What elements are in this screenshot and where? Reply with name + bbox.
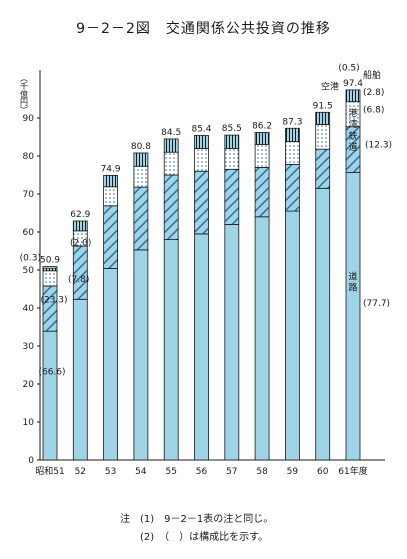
bar-segment-road — [72, 298, 88, 461]
total-data-label: 87.3 — [282, 117, 302, 127]
x-tick-label: 昭和51 — [35, 466, 64, 477]
bar-segment-port — [315, 124, 331, 150]
y-tick-label: 70 — [23, 190, 35, 200]
x-tick-label: 58 — [256, 467, 268, 477]
label-road: 道路 — [348, 271, 357, 294]
y-tick-label: 50 — [23, 266, 35, 276]
bar-segment-airport — [254, 132, 270, 146]
bar-segment-airport — [72, 220, 88, 232]
bar-segment-road — [103, 268, 118, 461]
bar-segment-road — [315, 187, 331, 461]
bar-segment-airport — [315, 111, 331, 125]
bar-segment-road — [42, 330, 58, 461]
total-data-label: 80.8 — [131, 142, 151, 152]
label-rail: 鉄道 — [348, 130, 357, 153]
bar-segment-airport — [194, 135, 209, 149]
bar-segment-rail — [254, 166, 270, 218]
x-tick-label: 52 — [75, 467, 86, 477]
bar-segment-airport — [284, 127, 300, 142]
footnote-2: (2) （ ）は構成比を示す。 — [120, 532, 269, 543]
y-tick-label: 60 — [23, 228, 35, 238]
bar-segment-port — [42, 270, 58, 287]
x-tick-label: 55 — [165, 467, 176, 477]
x-tick-label: 57 — [226, 467, 237, 477]
y-tick-label: 40 — [23, 304, 35, 314]
annotation-last-port: (6.8) — [363, 105, 384, 115]
annotation-first-ship: (0.3) — [20, 254, 41, 264]
y-tick-label: 90 — [23, 114, 35, 124]
bar-segment-road — [194, 233, 209, 461]
bar-segment-road — [163, 239, 179, 461]
bar-segment-port — [103, 186, 118, 207]
bar-segment-rail — [103, 205, 118, 269]
annotation-first-rail: (23.3) — [40, 295, 67, 305]
bar-segment-airport — [133, 152, 149, 167]
label-airport: 空港 — [321, 81, 339, 93]
total-data-label: 97.4 — [343, 79, 363, 89]
footnote-1: 注 (1) 9－2－1表の注と同じ。 — [120, 514, 274, 525]
bar-segment-rail — [194, 170, 209, 235]
x-tick-label: 61年度 — [338, 465, 367, 477]
bar-segment-rail — [42, 285, 58, 332]
x-tick-label: 60 — [317, 467, 329, 477]
total-data-label: 91.5 — [313, 101, 333, 111]
bar-segment-rail — [133, 186, 149, 251]
y-tick-label: 80 — [23, 152, 35, 162]
annotation-first-airport: (2.0) — [70, 238, 91, 248]
label-port: 港湾 — [348, 107, 357, 130]
total-data-label: 50.9 — [40, 256, 60, 266]
bar-segment-port — [284, 141, 300, 165]
x-tick-label: 56 — [196, 467, 208, 477]
bar-segment-road — [224, 223, 240, 461]
bar-segment-ship — [42, 266, 58, 269]
y-tick-label: 10 — [23, 418, 35, 428]
bar-segment-road — [254, 216, 270, 461]
bar-segment-rail — [163, 174, 179, 240]
label-ship: 船舶 — [363, 69, 381, 81]
bar-segment-airport — [103, 174, 118, 188]
annotation-first-road: (66.6) — [38, 368, 65, 378]
annotation-last-rail: (12.3) — [365, 141, 392, 151]
bar-segment-airport — [163, 138, 179, 153]
total-data-label: 62.9 — [70, 210, 90, 220]
total-data-label: 85.4 — [191, 124, 211, 134]
bar-segment-rail — [315, 148, 331, 189]
bar-segment-road — [133, 249, 149, 461]
bar-segment-airport — [345, 89, 361, 103]
y-tick-label: 0 — [28, 456, 34, 466]
bar-segment-port — [133, 165, 149, 188]
stacked-bar-chart: 0 10 20 30 40 50 60 70 80 90（千億円） 50.9 昭和51 62.9 52 7… — [20, 64, 393, 478]
bar-segment-port — [224, 147, 240, 170]
x-tick-label: 59 — [287, 467, 299, 477]
bar-segment-rail — [284, 163, 300, 212]
y-axis-label: （千億円） — [20, 74, 29, 114]
annotation-first-port: (7.8) — [68, 275, 89, 285]
bar-segment-rail — [224, 168, 240, 225]
total-data-label: 86.2 — [252, 121, 272, 131]
bar-segment-road — [345, 171, 361, 461]
bar-segment-port — [254, 144, 270, 168]
annotation-last-ship: (2.8) — [363, 88, 384, 98]
total-data-label: 84.5 — [161, 128, 181, 138]
bar-segment-port — [194, 147, 209, 172]
total-data-label: 74.9 — [101, 164, 121, 174]
y-tick-label: 30 — [23, 342, 35, 352]
bar-segment-port — [163, 151, 179, 176]
annotation-last-airport: (0.5) — [338, 64, 359, 74]
bar-segment-airport — [224, 134, 240, 149]
x-tick-label: 54 — [135, 467, 147, 477]
y-tick-label: 20 — [23, 380, 35, 390]
bar-segment-road — [284, 210, 300, 461]
x-tick-label: 53 — [105, 467, 116, 477]
chart-title: 9－2－2図 交通関係公共投資の推移 — [76, 21, 331, 37]
annotation-last-road: (77.7) — [363, 299, 390, 309]
total-data-label: 85.5 — [222, 124, 242, 134]
bar-segment-rail — [72, 245, 88, 300]
